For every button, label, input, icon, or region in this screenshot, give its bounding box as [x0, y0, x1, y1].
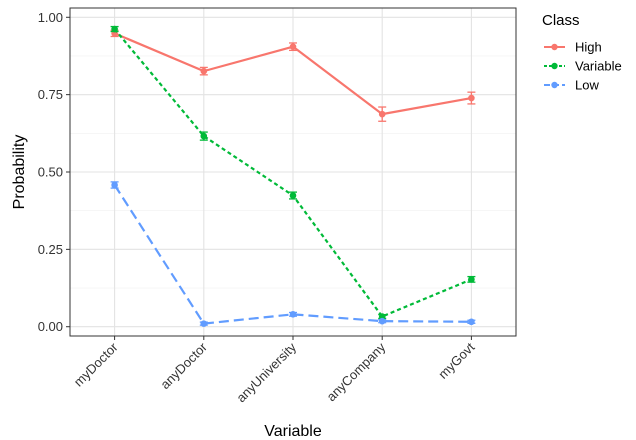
data-point	[378, 110, 386, 118]
data-point	[111, 25, 118, 33]
y-tick-label: 0.50	[38, 165, 63, 180]
y-tick-label: 1.00	[38, 10, 63, 25]
data-point	[378, 317, 386, 325]
y-axis-title: Probability	[11, 135, 28, 210]
series-low	[110, 181, 476, 327]
data-point	[111, 181, 118, 189]
data-point	[289, 192, 297, 199]
data-point	[200, 132, 208, 140]
y-tick-label: 0.00	[38, 319, 63, 334]
legend-label: Low	[575, 78, 599, 93]
y-tick-label: 0.75	[38, 87, 63, 102]
legend-key-point	[551, 81, 558, 89]
data-point	[468, 94, 475, 102]
data-point	[468, 276, 475, 283]
legend-label: Variable	[575, 59, 622, 74]
legend: Class High Variable Low	[542, 12, 622, 93]
legend-title: Class	[542, 12, 580, 29]
data-point	[289, 43, 297, 50]
data-point	[378, 313, 386, 320]
data-point	[289, 311, 297, 318]
legend-key-point	[551, 43, 558, 51]
legend-label: High	[575, 40, 602, 55]
x-axis-title: Variable	[264, 423, 322, 440]
legend-item-high: High	[544, 40, 602, 55]
data-point	[200, 67, 208, 75]
data-point	[200, 320, 208, 327]
series-variable	[110, 25, 476, 320]
series-layer	[110, 25, 476, 327]
series-line	[113, 184, 472, 325]
legend-item-variable: Variable	[544, 59, 622, 74]
grid	[70, 8, 516, 336]
data-point	[468, 318, 475, 326]
y-tick-label: 0.25	[38, 242, 63, 257]
legend-key-point	[551, 62, 558, 70]
legend-item-low: Low	[544, 78, 599, 93]
